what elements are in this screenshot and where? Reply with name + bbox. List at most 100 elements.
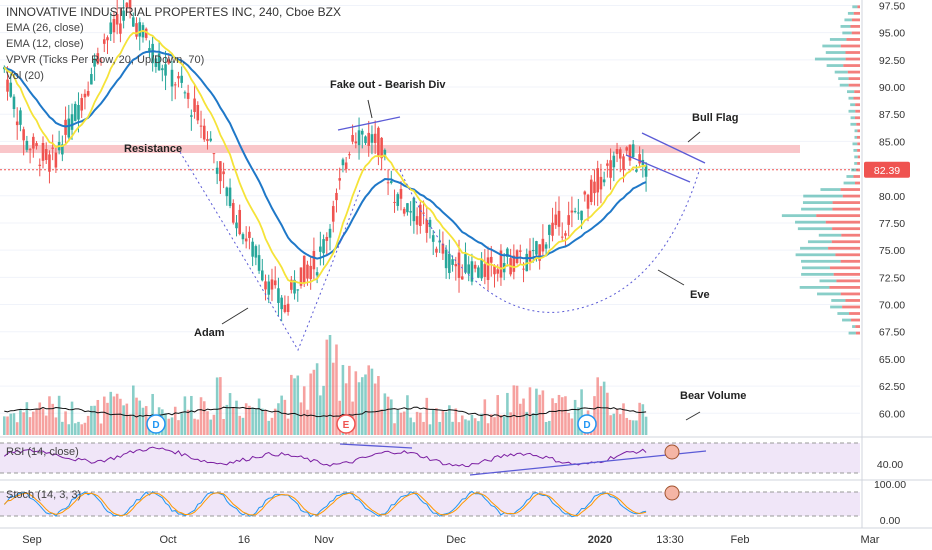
vpvr-row-down [856,135,860,139]
volume-bar [354,371,358,435]
price-tick-label: 62.50 [879,381,905,393]
candle-body [219,161,222,182]
volume-bar [264,410,267,435]
vpvr-row-up [852,325,856,328]
volume-bar [631,420,635,435]
stoch-label[interactable]: Stoch (14, 3, 3) [6,489,82,501]
vpvr-row-down [853,11,860,15]
ema-12-line [3,29,647,285]
candle-body [602,179,606,183]
volume-bar [357,382,361,435]
arrow-bear-volume [685,411,701,421]
volume-bar [48,396,51,435]
volume-bar [135,397,138,435]
vpvr-row-down [825,220,860,224]
time-tick-label: Feb [731,534,750,546]
vpvr-row-up [825,51,846,54]
volume-bar [464,419,467,435]
volume-bar [483,399,487,435]
vpvr-row-down [835,253,860,257]
vpvr-row-up [846,175,854,178]
candle-body [206,139,209,141]
volume-bar [580,389,583,435]
candle-body [77,104,80,120]
volume-bar [144,406,148,435]
candle-body [354,141,358,144]
candle-body [593,181,596,194]
candle-body [177,76,180,79]
volume-bar [167,418,171,435]
annotation-resistance: Resistance [124,143,182,155]
legend-vpvr[interactable]: VPVR (Ticks Per Row, 20, Up/Down, 70) [6,54,205,66]
vpvr-row-down [855,109,860,113]
volume-bar [44,415,48,435]
candle-body [615,149,619,154]
vpvr-row-up [837,312,850,315]
candle-body [106,37,109,41]
candle-body [148,48,151,53]
candle-body [312,251,316,270]
volume-bar [196,419,200,435]
volume-bar [109,391,113,435]
candle-body [606,163,609,166]
candle-body [348,154,351,156]
volume-bar [328,335,332,435]
candle-body [519,250,522,252]
candle-body [557,210,561,227]
volume-bar [128,414,132,435]
volume-bar [618,414,622,435]
vpvr-row-up [850,116,855,120]
stoch-pane: 100.00 0.00 [0,479,932,527]
rsi-label[interactable]: RSI (14, close) [6,446,79,458]
volume-bar [473,418,477,435]
current-price-label: 82.39 [874,165,900,177]
candle-body [67,118,71,138]
volume-bar [202,401,206,435]
candle-body [383,149,387,158]
vpvr-row-up [847,90,855,94]
volume-bar [399,412,403,435]
candle-body [506,248,509,257]
vpvr-row-down [853,175,860,178]
candle-body [212,153,216,155]
legend-volume[interactable]: Vol (20) [6,70,44,82]
candle-body [283,305,287,312]
volume-bar [99,423,103,435]
candle-body [222,171,225,175]
candle-body [370,134,374,143]
volume-bar [512,385,516,435]
candle-body [467,264,470,274]
volume-bar [593,396,596,435]
volume-bar [628,419,632,435]
vpvr-row-down [857,148,860,152]
volume-bar [499,414,503,435]
candle-body [151,43,154,64]
volume-bar [244,403,248,435]
legend-ema26[interactable]: EMA (26, close) [6,22,84,34]
volume-bar [560,397,564,435]
volume-bar [609,415,612,435]
candle-body [38,164,42,166]
volume-bar [170,417,174,435]
candle-body [402,208,406,214]
volume-bar [557,394,561,435]
legend-ema12[interactable]: EMA (12, close) [6,38,84,50]
volume-bar [209,419,212,435]
candle-body [412,197,416,222]
volume-bar [419,412,422,435]
vpvr-row-down [854,116,860,120]
volume-bar [222,418,225,435]
candle-body [32,136,35,149]
volume-bar [283,399,287,435]
candle-body [325,236,329,241]
candle-body [577,212,580,214]
candle-body [515,250,519,263]
volume-bar [477,421,480,435]
volume-bar [183,396,187,435]
candle-body [277,288,280,303]
vpvr-row-up [852,5,858,9]
volume-bar [286,418,290,435]
vpvr-row-down [842,305,860,309]
volume-bar [90,405,93,435]
